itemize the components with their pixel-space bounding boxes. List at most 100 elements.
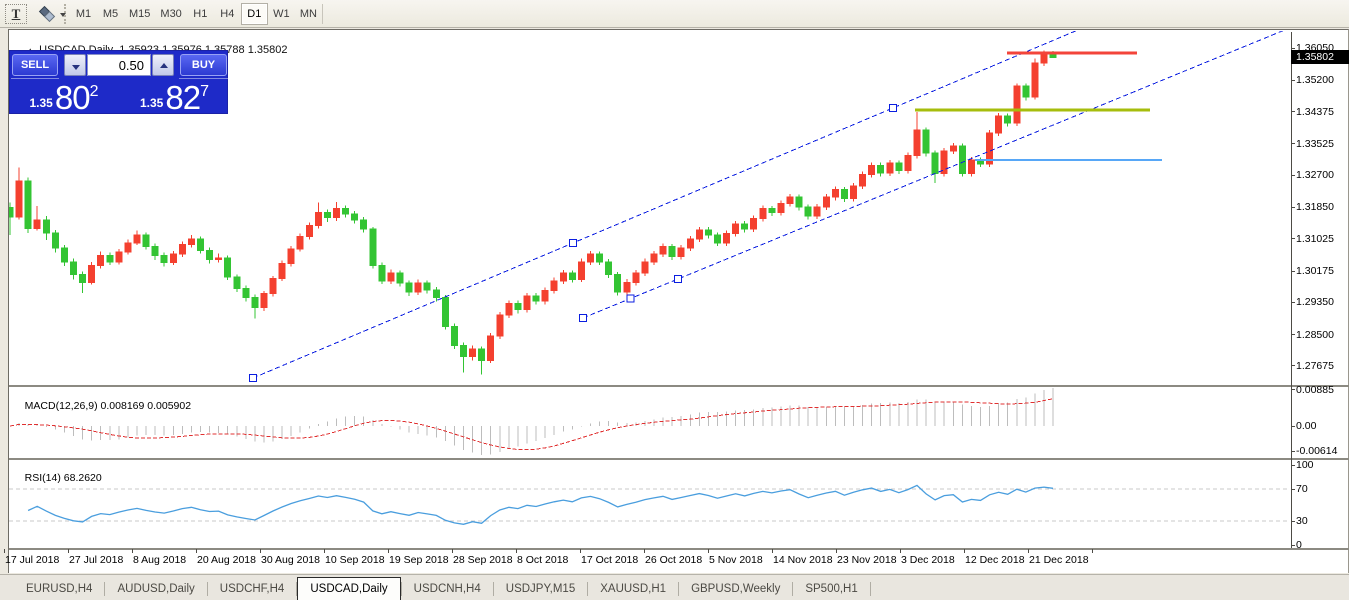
timeframe-button-mn[interactable]: MN — [295, 3, 322, 25]
price-axis-label-tick — [1291, 143, 1295, 144]
diamonds-icon — [38, 5, 56, 23]
tab-usdcad-daily[interactable]: USDCAD,Daily — [297, 577, 401, 600]
date-axis-label: 3 Dec 2018 — [901, 554, 955, 566]
toolbar: T M1 M5 M15 M30 H1 H4 D1 W1 MN — [0, 0, 1349, 28]
tab-separator — [296, 582, 298, 596]
tab-separator — [400, 582, 402, 596]
rsi-axis-label-tick — [1291, 521, 1295, 522]
date-axis-label: 23 Nov 2018 — [837, 554, 897, 566]
sell-price-pip: 2 — [89, 83, 99, 100]
date-axis-label: 17 Oct 2018 — [581, 554, 639, 566]
date-axis-label: 14 Nov 2018 — [773, 554, 833, 566]
sell-button[interactable]: SELL — [11, 54, 59, 79]
date-axis-tick — [580, 549, 581, 553]
timeframe-group: M1 M5 M15 M30 H1 H4 D1 W1 MN — [70, 3, 322, 25]
price-axis-label: 1.29350 — [1296, 296, 1334, 309]
pane-splitter-macd[interactable] — [9, 385, 1349, 387]
date-axis-label: 26 Oct 2018 — [645, 554, 703, 566]
timeframe-button-d1[interactable]: D1 — [240, 3, 268, 25]
date-axis-tick — [1092, 549, 1093, 553]
date-axis-label: 12 Dec 2018 — [965, 554, 1025, 566]
date-axis-label: 19 Sep 2018 — [389, 554, 449, 566]
date-axis-label: 17 Jul 2018 — [5, 554, 60, 566]
date-axis-tick — [964, 549, 965, 553]
price-axis-label: 1.27675 — [1296, 359, 1334, 372]
macd-axis-label-tick — [1291, 389, 1295, 390]
price-axis-label: 1.31025 — [1296, 232, 1334, 245]
timeframe-button-m15[interactable]: M15 — [124, 3, 155, 25]
buy-button[interactable]: BUY — [179, 54, 228, 79]
tab-separator — [104, 582, 106, 596]
rsi-axis-label: 30 — [1296, 515, 1308, 527]
timeframe-button-h1[interactable]: H1 — [187, 3, 214, 25]
sell-price-prefix: 1.35 — [29, 96, 53, 110]
price-axis-label-tick — [1291, 175, 1295, 176]
chart-tabbar: EURUSD,H4 AUDUSD,Daily USDCHF,H4 USDCAD,Dai… — [0, 574, 1349, 600]
rsi-axis-label-tick — [1291, 489, 1295, 490]
pane-splitter-dates — [9, 548, 1349, 550]
date-axis-tick — [1028, 549, 1029, 553]
tab-xauusd-h1[interactable]: XAUUSD,H1 — [600, 583, 667, 595]
rsi-axis-label: 70 — [1296, 483, 1308, 495]
tab-separator — [492, 582, 494, 596]
date-axis-tick — [68, 549, 69, 553]
pane-splitter-rsi[interactable] — [9, 458, 1349, 460]
date-axis-tick — [452, 549, 453, 553]
buy-price-main: 82 — [165, 79, 201, 116]
tab-audusd-daily[interactable]: AUDUSD,Daily — [117, 583, 195, 595]
price-axis-border — [1291, 32, 1292, 548]
date-axis-label: 5 Nov 2018 — [709, 554, 763, 566]
date-axis-tick — [900, 549, 901, 553]
buy-price-pip: 7 — [200, 83, 209, 100]
sell-price-display[interactable]: 1.35 80 2 — [10, 78, 118, 114]
tab-eurusd-h4[interactable]: EURUSD,H4 — [26, 583, 93, 595]
timeframe-button-m5[interactable]: M5 — [97, 3, 124, 25]
macd-axis-label: -0.00614 — [1296, 445, 1338, 458]
macd-axis-label: 0.00885 — [1296, 383, 1334, 396]
volume-increase-button[interactable] — [152, 54, 174, 76]
buy-price-prefix: 1.35 — [140, 96, 164, 110]
price-axis-label-tick — [1291, 302, 1295, 303]
sell-price-main: 80 — [54, 79, 91, 116]
rsi-axis-label: 0 — [1296, 539, 1302, 551]
date-axis-label: 21 Dec 2018 — [1029, 554, 1089, 566]
timeframe-button-h4[interactable]: H4 — [214, 3, 241, 25]
price-axis-label-tick — [1291, 271, 1295, 272]
macd-label: MACD(12,26,9) 0.008169 0.005902 — [24, 400, 192, 412]
tab-gbpusd-weekly[interactable]: GBPUSD,Weekly — [691, 583, 781, 595]
timeframe-button-m1[interactable]: M1 — [70, 3, 97, 25]
timeframe-button-w1[interactable]: W1 — [268, 3, 295, 25]
buy-price-display[interactable]: 1.35 82 7 — [120, 78, 229, 114]
tab-sp500-h1[interactable]: SP500,H1 — [805, 583, 858, 595]
rsi-label: RSI(14) 68.2620 — [24, 472, 102, 484]
price-axis-label-tick — [1291, 207, 1295, 208]
rsi-axis-label: 100 — [1296, 459, 1314, 471]
toolbar-grip[interactable] — [64, 4, 67, 24]
date-axis-tick — [708, 549, 709, 553]
date-axis-tick — [260, 549, 261, 553]
tab-usdchf-h4[interactable]: USDCHF,H4 — [219, 583, 285, 595]
price-axis-label: 1.35200 — [1296, 74, 1334, 87]
triangle-down-icon — [72, 65, 80, 70]
date-axis-label: 28 Sep 2018 — [453, 554, 513, 566]
triangle-up-icon — [160, 63, 168, 68]
rsi-axis-label-tick — [1291, 545, 1295, 546]
tab-usdjpy-m15[interactable]: USDJPY,M15 — [505, 583, 576, 595]
text-tool-button[interactable]: T — [5, 4, 27, 24]
cursor-mode-button[interactable] — [34, 4, 68, 24]
date-axis-label: 20 Aug 2018 — [197, 554, 256, 566]
date-axis-tick — [324, 549, 325, 553]
macd-value-main: 0.008169 — [100, 400, 145, 412]
tab-separator — [678, 582, 680, 596]
tab-usdcnh-h4[interactable]: USDCNH,H4 — [413, 583, 481, 595]
timeframe-button-m30[interactable]: M30 — [155, 3, 186, 25]
volume-input[interactable] — [87, 54, 151, 76]
price-axis-label: 1.30175 — [1296, 265, 1334, 278]
price-axis-label-tick — [1291, 334, 1295, 335]
date-axis-tick — [196, 549, 197, 553]
volume-decrease-button[interactable] — [64, 54, 86, 76]
price-axis-label: 1.33525 — [1296, 137, 1334, 150]
date-axis-tick — [772, 549, 773, 553]
price-axis-label: 1.28500 — [1296, 328, 1334, 341]
